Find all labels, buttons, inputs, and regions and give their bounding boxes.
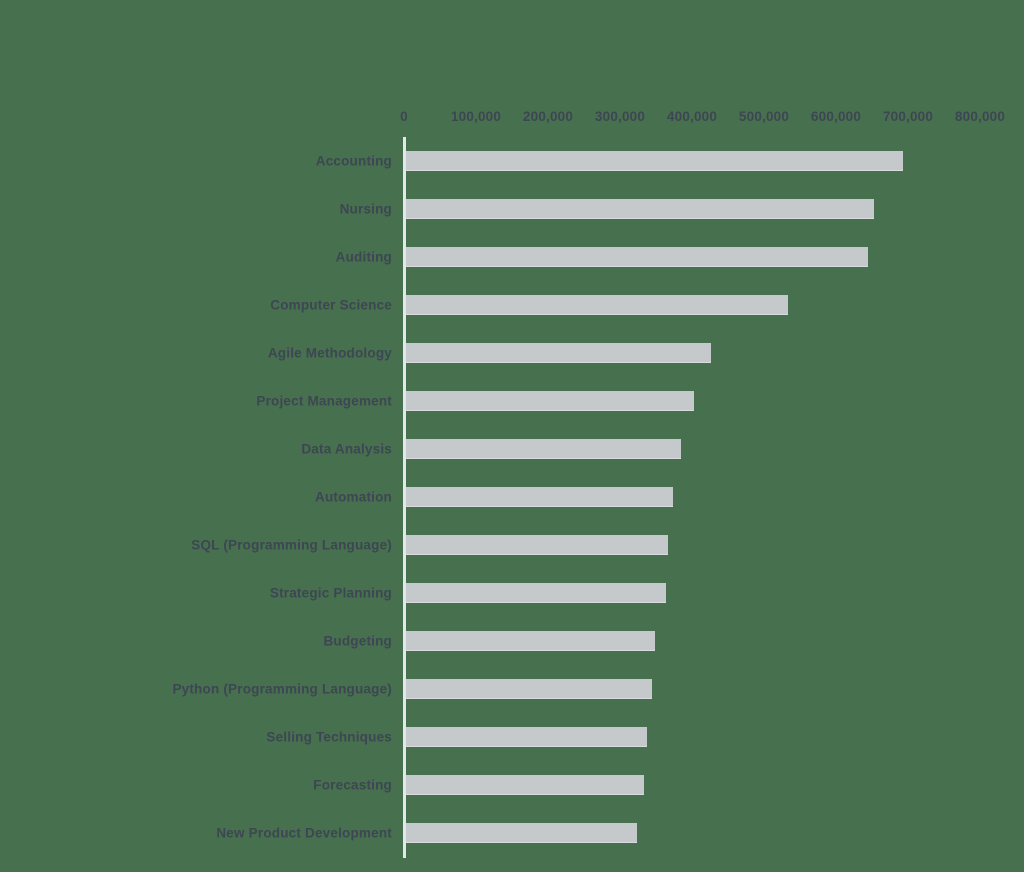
bar-row: Budgeting [0,617,1024,665]
category-label: Data Analysis [301,441,392,457]
x-axis-tick-labels: 0 100,000 200,000 300,000 400,000 500,000 600,… [400,109,1006,129]
x-axis-tick-label: 500,000 [738,109,790,124]
bar-row: Agile Methodology [0,329,1024,377]
bar-row: Python (Programming Language) [0,665,1024,713]
bar-rows: Accounting Nursing Auditing Computer Scienc… [0,137,1024,857]
category-label: Project Management [256,393,392,409]
bar-row: Strategic Planning [0,569,1024,617]
x-axis-tick-label: 300,000 [594,109,646,124]
bar-row: Auditing [0,233,1024,281]
bar[interactable] [406,631,656,651]
category-label: Python (Programming Language) [172,681,392,697]
x-axis-tick-label: 800,000 [954,109,1006,124]
category-label: Budgeting [323,633,392,649]
bar[interactable] [406,199,874,219]
bar-row: SQL (Programming Language) [0,521,1024,569]
bar-row: Computer Science [0,281,1024,329]
category-label: Strategic Planning [269,585,392,601]
bar[interactable] [406,439,681,459]
bar[interactable] [406,487,674,507]
bar[interactable] [406,343,712,363]
category-label: Agile Methodology [267,345,392,361]
category-label: Selling Techniques [266,729,392,745]
x-axis-tick-label: 700,000 [882,109,934,124]
category-label: Forecasting [313,777,392,793]
y-axis-line [403,137,406,858]
bar[interactable] [406,247,869,267]
bar-row: Nursing [0,185,1024,233]
bar[interactable] [406,775,645,795]
bar[interactable] [406,679,653,699]
x-axis-tick-label: 400,000 [666,109,718,124]
bar[interactable] [406,583,666,603]
category-label: Automation [315,489,392,505]
category-label: Accounting [315,153,392,169]
category-label: New Product Development [216,825,392,841]
x-axis-tick-label: 600,000 [810,109,862,124]
bar-row: New Product Development [0,809,1024,857]
category-label: Auditing [335,249,392,265]
bar-row: Selling Techniques [0,713,1024,761]
category-label: Computer Science [270,297,392,313]
bar[interactable] [406,823,638,843]
category-label: SQL (Programming Language) [191,537,392,553]
bar-row: Project Management [0,377,1024,425]
bar[interactable] [406,727,648,747]
category-label: Nursing [339,201,392,217]
bar-row: Forecasting [0,761,1024,809]
bar[interactable] [406,391,694,411]
bar[interactable] [406,295,789,315]
x-axis-tick-label: 100,000 [450,109,502,124]
bar-row: Data Analysis [0,425,1024,473]
x-axis-tick-label: 200,000 [522,109,574,124]
bar[interactable] [406,151,903,171]
bar[interactable] [406,535,669,555]
x-axis-tick-label: 0 [400,109,408,124]
bar-row: Accounting [0,137,1024,185]
bar-row: Automation [0,473,1024,521]
